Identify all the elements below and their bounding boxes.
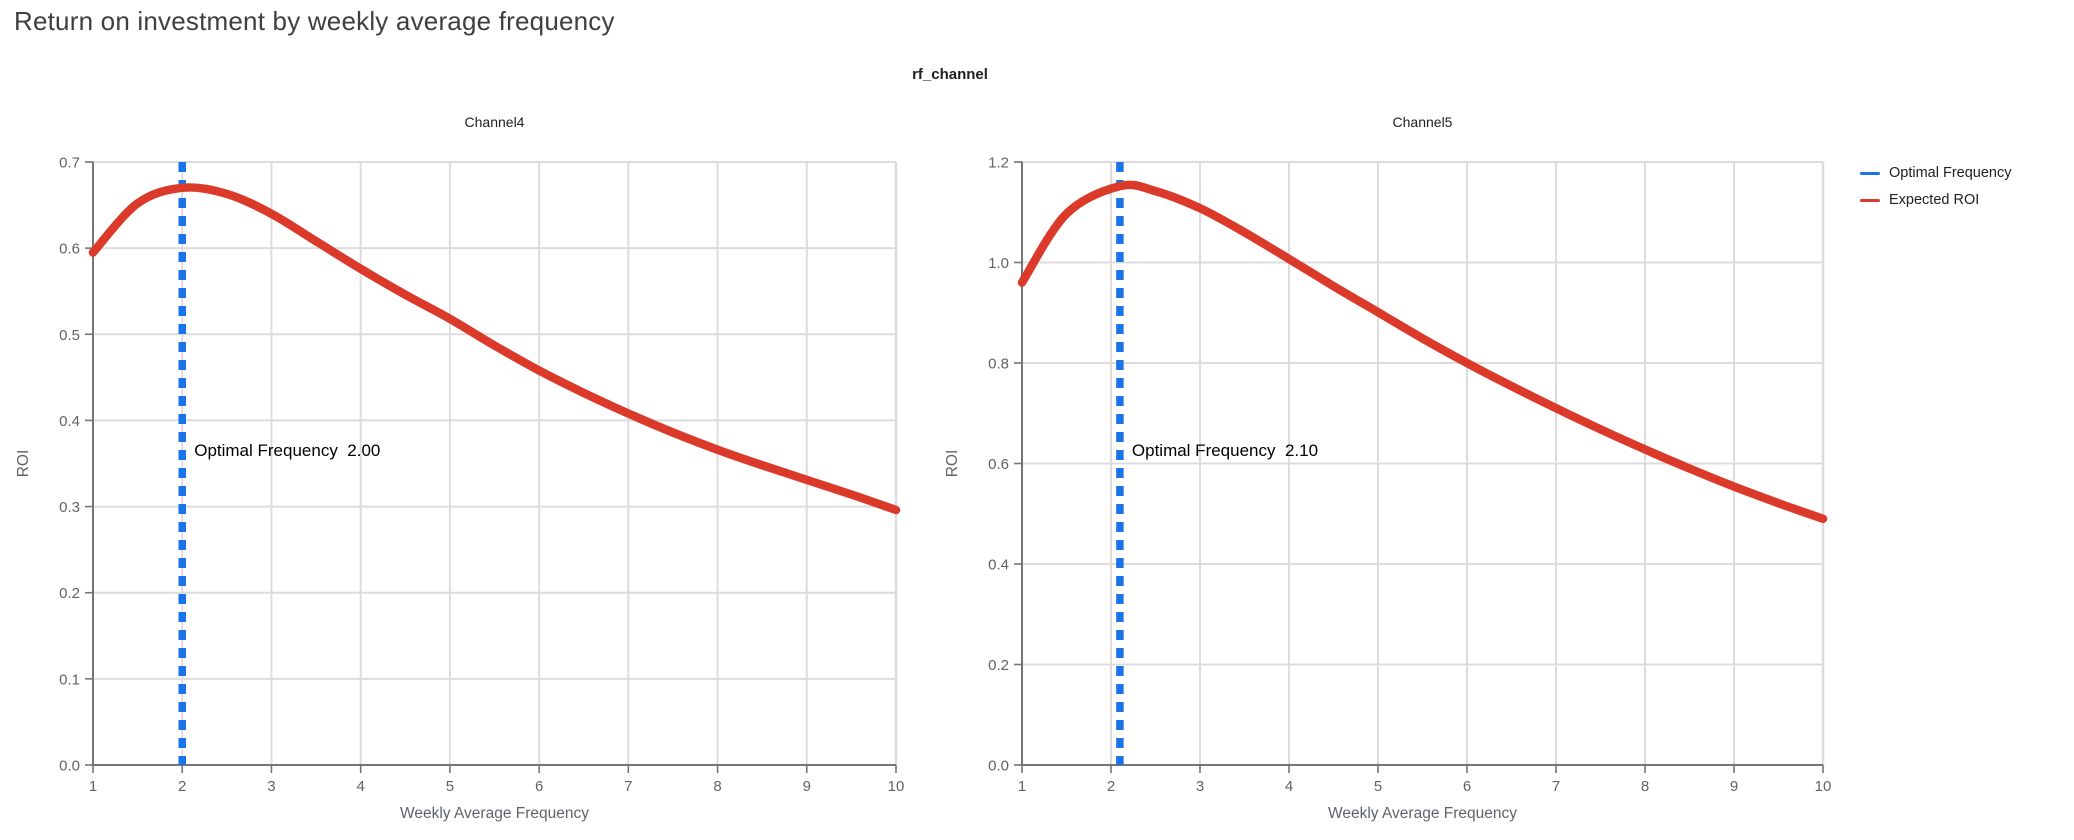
y-axis-title: ROI — [15, 450, 32, 478]
y-axis-title: ROI — [944, 450, 961, 478]
optimal-frequency-line-icon — [1860, 171, 1880, 176]
page-title: Return on investment by weekly average f… — [14, 6, 615, 36]
expected-roi-curve — [88, 183, 901, 515]
y-tick-label: 0.6 — [988, 456, 1009, 473]
y-tick-label: 0.7 — [59, 155, 80, 172]
legend-label: Optimal Frequency — [1889, 165, 2012, 182]
x-tick-label: 4 — [1285, 778, 1293, 795]
x-axis-title: Weekly Average Frequency — [400, 805, 589, 822]
y-tick-label: 1.0 — [988, 255, 1009, 272]
optimal-frequency-annotation: Optimal Frequency 2.10 — [1132, 441, 1318, 460]
legend-item-optimal-frequency: Optimal Frequency — [1860, 160, 2012, 187]
x-tick-label: 3 — [1196, 778, 1204, 795]
chart-title: Channel5 — [1393, 114, 1453, 130]
x-tick-label: 7 — [624, 778, 632, 795]
y-tick-label: 0.0 — [59, 758, 80, 775]
x-tick-label: 6 — [1463, 778, 1471, 795]
chart-title: Channel4 — [465, 114, 525, 130]
facet-field-subtitle: rf_channel — [912, 66, 988, 83]
y-tick-label: 0.4 — [988, 557, 1009, 574]
y-tick-label: 1.2 — [988, 155, 1009, 172]
y-tick-label: 0.8 — [988, 356, 1009, 373]
legend-label: Expected ROI — [1889, 192, 1980, 209]
x-tick-label: 5 — [446, 778, 454, 795]
expected-roi-line-icon — [1860, 198, 1880, 203]
legend-item-expected-roi: Expected ROI — [1860, 187, 2012, 214]
x-tick-label: 2 — [1107, 778, 1115, 795]
y-tick-label: 0.5 — [59, 327, 80, 344]
x-tick-label: 4 — [356, 778, 364, 795]
y-tick-label: 0.0 — [988, 758, 1009, 775]
y-tick-label: 0.6 — [59, 241, 80, 258]
x-tick-label: 6 — [535, 778, 543, 795]
y-tick-label: 0.2 — [59, 585, 80, 602]
legend: Optimal Frequency Expected ROI — [1860, 160, 2012, 214]
y-tick-label: 0.1 — [59, 671, 80, 688]
x-tick-label: 1 — [1018, 778, 1026, 795]
y-tick-label: 0.3 — [59, 499, 80, 516]
y-tick-label: 0.2 — [988, 657, 1009, 674]
x-tick-label: 9 — [803, 778, 811, 795]
y-tick-label: 0.4 — [59, 413, 80, 430]
x-tick-label: 9 — [1730, 778, 1738, 795]
x-tick-label: 8 — [713, 778, 721, 795]
optimal-frequency-annotation: Optimal Frequency 2.00 — [194, 441, 380, 460]
x-tick-label: 8 — [1641, 778, 1649, 795]
x-tick-label: 2 — [178, 778, 186, 795]
x-tick-label: 3 — [267, 778, 275, 795]
x-tick-label: 1 — [89, 778, 97, 795]
x-axis-title: Weekly Average Frequency — [1328, 805, 1517, 822]
expected-roi-curve — [1017, 180, 1828, 524]
x-tick-label: 5 — [1374, 778, 1382, 795]
x-tick-label: 10 — [888, 778, 905, 795]
x-tick-label: 10 — [1815, 778, 1832, 795]
x-tick-label: 7 — [1552, 778, 1560, 795]
